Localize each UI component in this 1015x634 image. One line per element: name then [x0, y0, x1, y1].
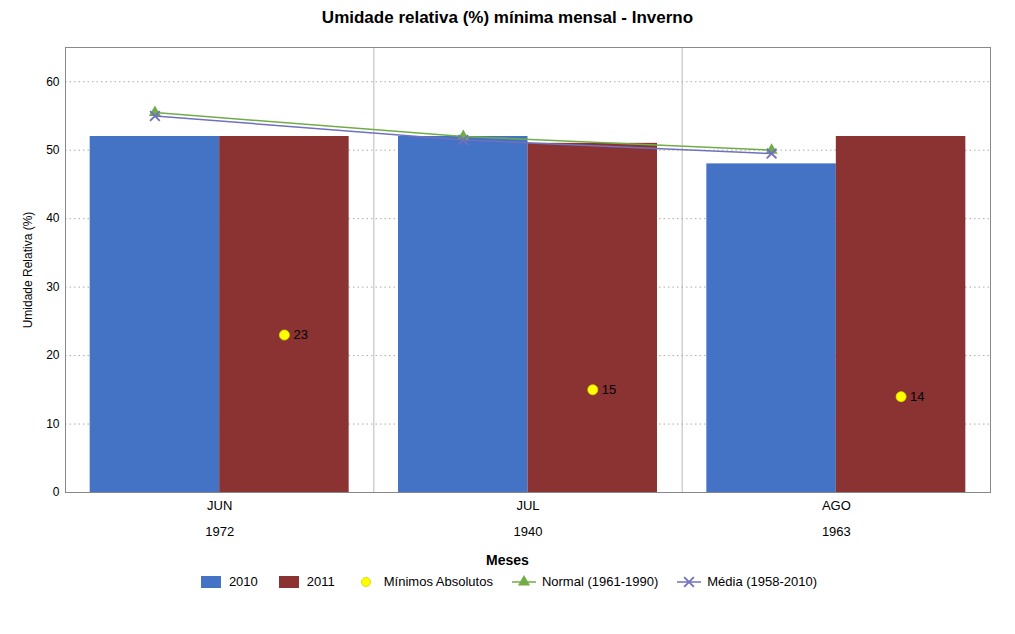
html-text:Média (1958-2010): Média (1958-2010) — [707, 574, 818, 589]
html-text:2010: 2010 — [228, 574, 258, 589]
html-text:2011: 2011 — [306, 574, 335, 589]
svg-text:14: 14 — [910, 389, 924, 404]
svg-text:60: 60 — [46, 75, 60, 89]
svg-text:40: 40 — [46, 211, 60, 225]
svg-text:15: 15 — [602, 382, 616, 397]
svg-text:JUL1940: JUL1940 — [514, 498, 543, 539]
html-text:Umidade relativa (%) mínima me: Umidade relativa (%) mínima mensal - Inv… — [321, 8, 694, 27]
svg-text:20: 20 — [46, 348, 60, 362]
svg-text:30: 30 — [46, 280, 60, 294]
svg-text:AGO1963: AGO1963 — [822, 498, 851, 539]
html-text:Normal (1961-1990): Normal (1961-1990) — [541, 574, 659, 589]
svg-text:10: 10 — [46, 417, 60, 431]
svg-text:50: 50 — [46, 143, 60, 157]
svg-text:0: 0 — [53, 485, 60, 499]
svg-text:Umidade Relativa (%): Umidade Relativa (%) — [21, 212, 35, 329]
svg-text:JUN1972: JUN1972 — [205, 498, 234, 539]
html-text:Mínimos Absolutos: Mínimos Absolutos — [383, 574, 493, 589]
svg-text:23: 23 — [293, 327, 307, 342]
html-text:Meses: Meses — [486, 552, 529, 568]
